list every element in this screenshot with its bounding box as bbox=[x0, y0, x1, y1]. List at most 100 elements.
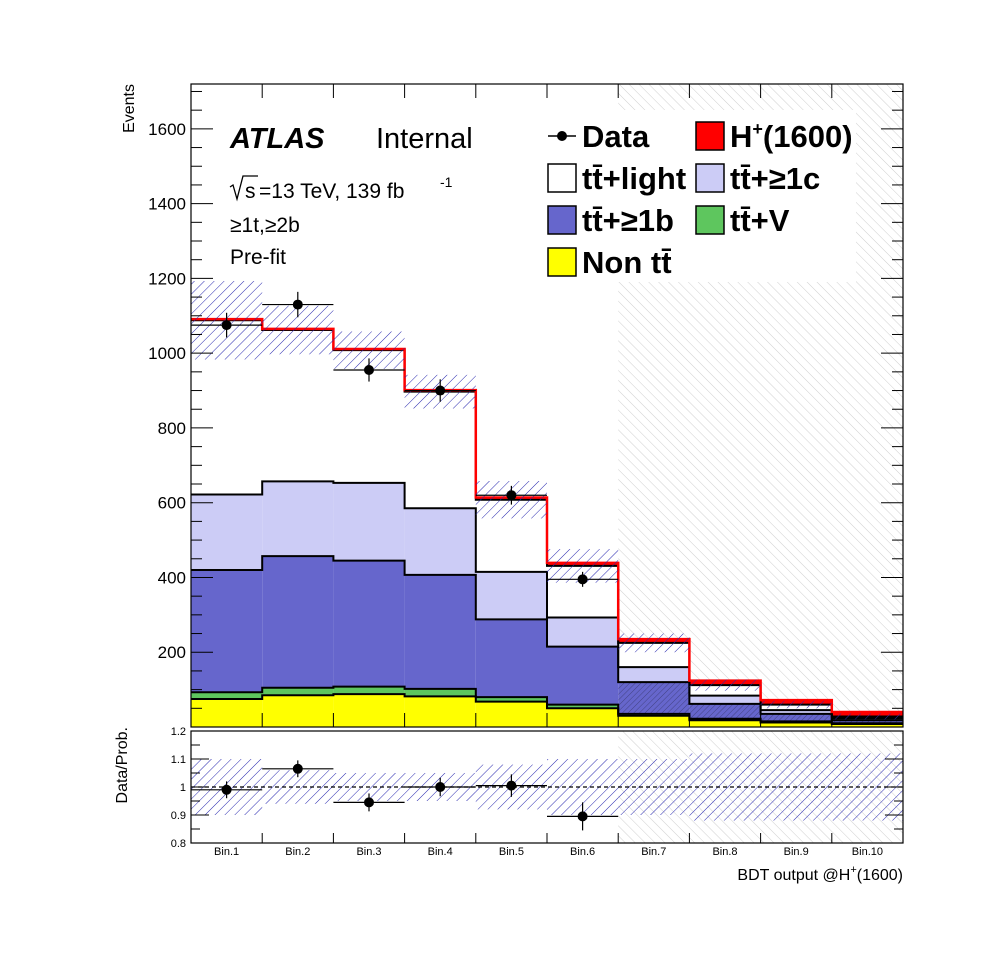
x-tick-label: Bin.3 bbox=[356, 846, 381, 858]
data-point bbox=[547, 571, 619, 587]
x-tick-label: Bin.10 bbox=[852, 846, 883, 858]
x-tick-label: Bin.7 bbox=[641, 846, 666, 858]
bar bbox=[547, 704, 619, 709]
bar bbox=[760, 710, 832, 714]
bar bbox=[191, 569, 263, 693]
bar bbox=[475, 619, 547, 698]
bar bbox=[333, 694, 405, 727]
bar bbox=[333, 686, 405, 695]
bar bbox=[475, 571, 547, 620]
legend-entry: Non tt̄ bbox=[547, 245, 672, 280]
bar bbox=[191, 494, 263, 570]
data-point bbox=[475, 485, 547, 505]
ratio-point bbox=[404, 777, 476, 797]
y-tick-label: 200 bbox=[158, 643, 186, 662]
x-tick-label: Bin.4 bbox=[428, 846, 453, 858]
bar bbox=[475, 697, 547, 702]
bar bbox=[618, 667, 690, 683]
energy-lumi-label: s =13 TeV, 139 fb -1 bbox=[229, 174, 453, 203]
y-axis-label: Events bbox=[121, 84, 138, 133]
bar bbox=[404, 696, 476, 727]
bar bbox=[404, 574, 476, 689]
legend-label: Data bbox=[582, 119, 650, 154]
ratio-tick-label: 0.9 bbox=[171, 810, 186, 822]
series-0 bbox=[191, 694, 903, 727]
legend-entry: tt̄+light bbox=[547, 161, 686, 196]
bar bbox=[831, 724, 903, 727]
y-tick-label: 1000 bbox=[148, 344, 186, 363]
uncertainty-bin bbox=[831, 713, 903, 720]
blinded-overlay bbox=[831, 720, 903, 724]
bar bbox=[262, 481, 334, 557]
bar bbox=[404, 688, 476, 697]
y-tick-label: 600 bbox=[158, 494, 186, 513]
internal-label: Internal bbox=[376, 123, 473, 155]
x-tick-label: Bin.1 bbox=[214, 846, 239, 858]
data-point bbox=[191, 312, 263, 338]
ratio-point bbox=[547, 802, 619, 831]
energy-lumi-text: =13 TeV, 139 fb bbox=[259, 180, 404, 203]
x-tick-label: Bin.9 bbox=[784, 846, 809, 858]
x-tick-label: Bin.5 bbox=[499, 846, 524, 858]
ratio-point bbox=[333, 793, 405, 812]
x-tick-label: Bin.6 bbox=[570, 846, 595, 858]
fit-state-label: Pre-fit bbox=[230, 246, 286, 269]
ratio-points bbox=[191, 760, 619, 831]
bar bbox=[547, 617, 619, 647]
y-tick-label: 1600 bbox=[148, 120, 186, 139]
legend-label: tt̄+≥1b bbox=[582, 203, 674, 238]
ratio-tick-label: 1.2 bbox=[171, 726, 186, 738]
legend-entry: H+(1600) bbox=[695, 119, 853, 154]
atlas-label: ATLAS bbox=[229, 123, 325, 155]
legend-label: tt̄+light bbox=[582, 161, 686, 196]
legend-entry: tt̄+V bbox=[695, 203, 790, 238]
ratio-y-axis-label: Data/Prob. bbox=[114, 727, 131, 803]
bar bbox=[333, 560, 405, 687]
bar bbox=[191, 698, 263, 727]
legend-label: H+(1600) bbox=[730, 119, 853, 154]
legend-label: Non tt̄ bbox=[582, 245, 672, 280]
uncertainty-bin bbox=[618, 633, 690, 653]
uncertainty-bin bbox=[760, 700, 832, 709]
bar bbox=[333, 482, 405, 561]
bar bbox=[404, 508, 476, 575]
ratio-frame: 0.8 0.9 1 1.1 1.2 Bin.1 Bin.2 Bin.3 Bin.4 Bin.5 Bi… bbox=[171, 726, 904, 858]
data-points bbox=[191, 291, 619, 587]
bar bbox=[191, 692, 263, 699]
legend-label: tt̄+V bbox=[730, 203, 790, 238]
y-tick-label: 1400 bbox=[148, 195, 186, 214]
y-tick-label: 1200 bbox=[148, 269, 186, 288]
legend-entry: Data bbox=[548, 119, 650, 154]
data-point bbox=[404, 379, 476, 402]
uncertainty-band bbox=[191, 281, 903, 720]
bar bbox=[760, 722, 832, 727]
ratio-point bbox=[262, 760, 334, 778]
bar bbox=[404, 391, 476, 509]
bar bbox=[475, 701, 547, 727]
ratio-point bbox=[475, 774, 547, 797]
bar bbox=[262, 695, 334, 727]
ratio-tick-label: 1 bbox=[180, 782, 186, 794]
bar bbox=[262, 329, 334, 482]
bar bbox=[689, 720, 761, 727]
bar bbox=[689, 695, 761, 704]
y-tick-label: 800 bbox=[158, 419, 186, 438]
series-3 bbox=[191, 481, 903, 721]
blinded-overlay bbox=[689, 703, 761, 719]
ratio-tick-label: 0.8 bbox=[171, 838, 186, 850]
ratio-tick-label: 1.1 bbox=[171, 754, 186, 766]
legend-label: tt̄+≥1c bbox=[730, 161, 820, 196]
data-point bbox=[333, 358, 405, 382]
bar bbox=[547, 708, 619, 727]
legend: Data H+(1600) tt̄+light tt̄+≥1c tt̄+≥1b tt̄+V… bbox=[536, 110, 856, 282]
main-frame: 200 400 600 800 1000 1200 1400 1600 bbox=[148, 83, 904, 728]
legend-entry: tt̄+≥1b bbox=[547, 203, 674, 238]
x-axis-title: BDT output @H+(1600) bbox=[737, 864, 903, 884]
blinded-overlay bbox=[760, 713, 832, 722]
lumi-exponent: -1 bbox=[440, 174, 453, 190]
bar bbox=[262, 687, 334, 696]
sqrt-s-label: s bbox=[245, 180, 256, 203]
bar bbox=[262, 556, 334, 688]
uncertainty-bin bbox=[689, 679, 761, 691]
